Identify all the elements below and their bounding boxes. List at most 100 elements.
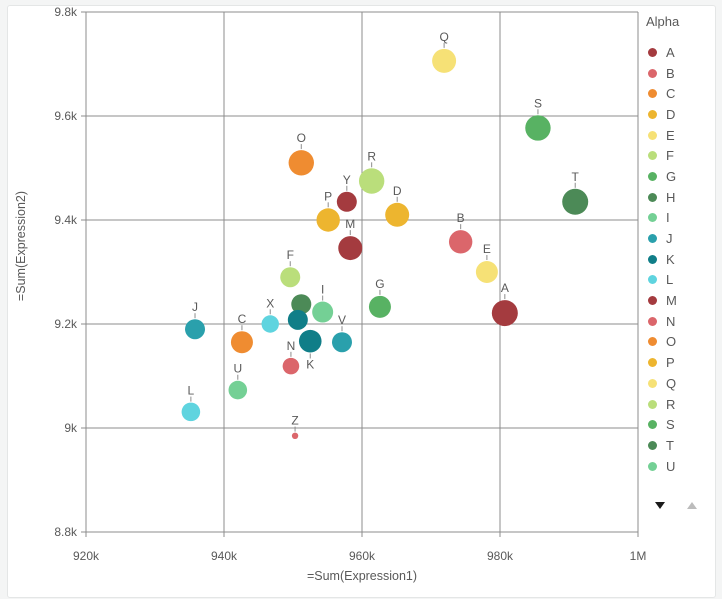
x-tick-label: 920k (73, 549, 100, 563)
y-tick-label: 8.8k (54, 525, 78, 539)
data-point-L[interactable] (181, 402, 201, 422)
data-point-D[interactable] (385, 202, 410, 227)
legend-color-dot (648, 358, 657, 368)
legend-item-label: S (666, 417, 675, 433)
point-labels-layer: A B C D E F G I J K L M N O P Q R S T U V X Y Z (188, 30, 580, 432)
legend-color-dot (648, 461, 657, 471)
legend-item-N[interactable]: N (644, 311, 718, 332)
legend-item-M[interactable]: M (644, 290, 718, 311)
data-point-Z[interactable] (291, 432, 299, 439)
data-point-I[interactable] (312, 301, 334, 323)
legend-color-dot (648, 254, 657, 264)
legend-item-H[interactable]: H (644, 187, 718, 208)
data-point-P[interactable] (316, 208, 340, 232)
point-label-S: S (534, 96, 542, 110)
legend-item-P[interactable]: P (644, 352, 718, 373)
point-label-U: U (233, 362, 242, 376)
point-label-K: K (306, 357, 314, 371)
point-label-R: R (367, 149, 376, 163)
x-tick-label: 980k (487, 549, 514, 563)
point-label-E: E (483, 242, 491, 256)
data-point-Y[interactable] (336, 191, 357, 212)
legend-item-label: D (666, 106, 676, 122)
data-point-G[interactable] (368, 295, 391, 318)
legend-item-Q[interactable]: Q (644, 373, 718, 394)
legend-item-label: U (666, 458, 676, 474)
legend-item-label: B (666, 65, 675, 81)
data-point-J[interactable] (185, 319, 206, 340)
legend-item-K[interactable]: K (644, 249, 718, 270)
legend-item-D[interactable]: D (644, 104, 718, 125)
legend-item-U[interactable]: U (644, 456, 718, 477)
legend-scroll-down-icon[interactable] (655, 502, 665, 510)
data-point-E[interactable] (475, 261, 498, 283)
data-point-Q[interactable] (432, 48, 457, 73)
x-tick-label: 940k (211, 549, 238, 563)
data-point-M[interactable] (338, 236, 363, 261)
legend-item-J[interactable]: J (644, 228, 718, 249)
data-point-W[interactable] (287, 309, 308, 330)
point-label-V: V (338, 313, 346, 327)
point-label-T: T (572, 170, 580, 184)
legend-item-label: P (666, 355, 675, 371)
data-point-N[interactable] (282, 357, 300, 375)
legend-item-O[interactable]: O (644, 332, 718, 353)
point-label-G: G (375, 277, 384, 291)
legend-item-label: J (666, 231, 673, 247)
legend-item-L[interactable]: L (644, 270, 718, 291)
data-point-F[interactable] (280, 267, 301, 288)
x-axis-title: =Sum(Expression1) (307, 569, 417, 583)
y-tick-label: 9.2k (54, 317, 78, 331)
legend-item-R[interactable]: R (644, 394, 718, 415)
legend-item-C[interactable]: C (644, 83, 718, 104)
data-point-S[interactable] (525, 115, 551, 141)
data-point-A[interactable] (491, 300, 518, 327)
legend-item-label: K (666, 251, 675, 267)
legend-color-dot (648, 68, 657, 78)
legend-color-dot (648, 234, 657, 244)
legend-item-E[interactable]: E (644, 125, 718, 146)
legend-color-dot (648, 192, 657, 202)
data-point-T[interactable] (562, 188, 589, 215)
point-label-B: B (457, 211, 465, 225)
data-point-V[interactable] (331, 332, 352, 353)
data-point-X[interactable] (261, 315, 279, 333)
legend-item-B[interactable]: B (644, 63, 718, 84)
legend-item-label: F (666, 148, 674, 164)
legend-item-S[interactable]: S (644, 414, 718, 435)
y-tick-label: 9k (64, 421, 78, 435)
legend-color-dot (648, 296, 657, 306)
point-label-M: M (345, 217, 355, 231)
legend-color-dot (648, 337, 657, 347)
legend-scroll-up-icon[interactable] (687, 502, 697, 510)
x-tick-label: 1M (630, 549, 647, 563)
data-point-C[interactable] (230, 331, 253, 354)
data-point-R[interactable] (358, 168, 385, 194)
point-label-F: F (287, 248, 294, 262)
x-tick-label: 960k (349, 549, 376, 563)
legend-item-F[interactable]: F (644, 145, 718, 166)
legend-color-dot (648, 378, 657, 388)
legend-color-dot (648, 399, 657, 409)
data-point-U[interactable] (228, 380, 248, 400)
point-label-X: X (266, 296, 274, 310)
data-point-H[interactable] (291, 294, 312, 315)
data-point-B[interactable] (448, 230, 473, 254)
point-label-C: C (238, 312, 247, 326)
legend-item-I[interactable]: I (644, 208, 718, 229)
legend-color-dot (648, 440, 657, 450)
legend-color-dot (648, 89, 657, 99)
legend-item-T[interactable]: T (644, 435, 718, 456)
legend-item-label: T (666, 437, 674, 453)
data-point-O[interactable] (288, 150, 314, 176)
legend-item-G[interactable]: G (644, 166, 718, 187)
point-label-O: O (297, 131, 306, 145)
data-points-layer (181, 48, 589, 439)
point-label-Y: Y (343, 173, 351, 187)
legend-item-label: O (666, 334, 677, 350)
data-point-K[interactable] (298, 329, 322, 353)
y-tick-label: 9.6k (54, 109, 78, 123)
legend-item-A[interactable]: A (644, 42, 718, 63)
